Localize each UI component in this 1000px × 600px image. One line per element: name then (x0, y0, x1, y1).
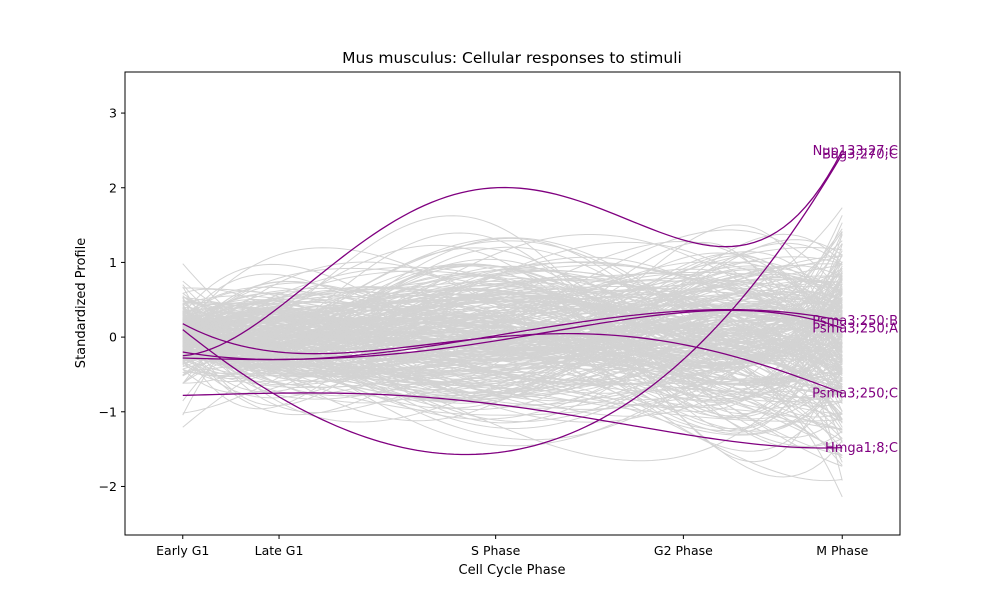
y-tick-label: −2 (99, 479, 117, 494)
background-series-line (182, 332, 843, 430)
background-series-line (182, 234, 843, 401)
highlighted-series-label: Nup133;27;C (813, 144, 898, 159)
background-series-line (182, 293, 843, 382)
background-series-line (182, 328, 843, 373)
background-series-line (182, 296, 843, 414)
highlighted-series-label: Bag3;270;C (822, 148, 898, 163)
background-series-line (182, 293, 843, 362)
background-series-line (182, 328, 843, 408)
background-series-line (182, 283, 843, 359)
background-series-line (182, 297, 843, 396)
highlighted-series-line (182, 150, 843, 357)
x-axis-label: Cell Cycle Phase (459, 563, 566, 578)
y-axis-ticks: −2 −1 0 1 2 3 (99, 106, 125, 494)
x-tick-label: M Phase (816, 543, 868, 558)
x-tick-label: G2 Phase (654, 543, 713, 558)
background-series-line (182, 310, 843, 381)
background-series-line (182, 331, 843, 358)
highlighted-series-line (182, 323, 843, 394)
x-tick-label: Early G1 (156, 543, 209, 558)
chart-title: Mus musculus: Cellular responses to stim… (342, 49, 682, 67)
background-series-line (182, 255, 843, 350)
highlighted-series-label: Hmga1;8;C (825, 441, 898, 456)
background-series-line (182, 283, 843, 363)
background-series-line (182, 301, 843, 352)
background-series-line (182, 247, 843, 367)
x-tick-label: Late G1 (255, 543, 304, 558)
highlighted-series-group (182, 150, 843, 456)
background-series-line (182, 272, 843, 441)
background-series-line (182, 278, 843, 378)
background-series-line (182, 312, 843, 371)
y-tick-label: 1 (109, 255, 117, 270)
background-series-line (182, 294, 843, 450)
background-series-line (182, 237, 843, 418)
y-tick-label: −1 (99, 404, 117, 419)
background-series-line (182, 300, 843, 386)
background-series-line (182, 273, 843, 409)
highlighted-series-line (182, 153, 843, 456)
background-series-line (182, 295, 843, 385)
x-axis-ticks: Early G1 Late G1 S Phase G2 Phase M Phase (156, 535, 869, 558)
background-series-line (182, 285, 843, 396)
background-series-line (182, 306, 843, 351)
highlighted-series-line (182, 392, 843, 449)
y-tick-label: 0 (109, 330, 117, 345)
background-series-line (182, 309, 843, 375)
background-series-line (182, 310, 843, 430)
highlighted-series-label: Psma3;250;A (812, 322, 898, 337)
y-tick-label: 2 (109, 180, 117, 195)
y-axis-label: Standardized Profile (74, 238, 89, 368)
background-series-line (182, 234, 843, 376)
background-series-line (182, 291, 843, 396)
background-series-line (182, 265, 843, 343)
background-series-line (182, 304, 843, 443)
highlighted-series-label: Psma3;250;C (812, 387, 898, 402)
background-series-line (182, 278, 843, 407)
background-series-line (182, 237, 843, 394)
background-series-line (182, 215, 843, 378)
background-series-line (182, 280, 843, 416)
y-tick-label: 3 (109, 106, 117, 121)
background-series-line (182, 274, 843, 386)
background-series-line (182, 290, 843, 362)
background-series-line (182, 244, 843, 417)
plot-frame (124, 71, 901, 536)
highlighted-series-label: Psma3;250;B (812, 314, 898, 329)
background-series-line (182, 273, 843, 391)
background-series-line (182, 293, 843, 344)
x-tick-label: S Phase (471, 543, 521, 558)
background-series-line (182, 319, 843, 422)
background-series-group (182, 207, 843, 498)
